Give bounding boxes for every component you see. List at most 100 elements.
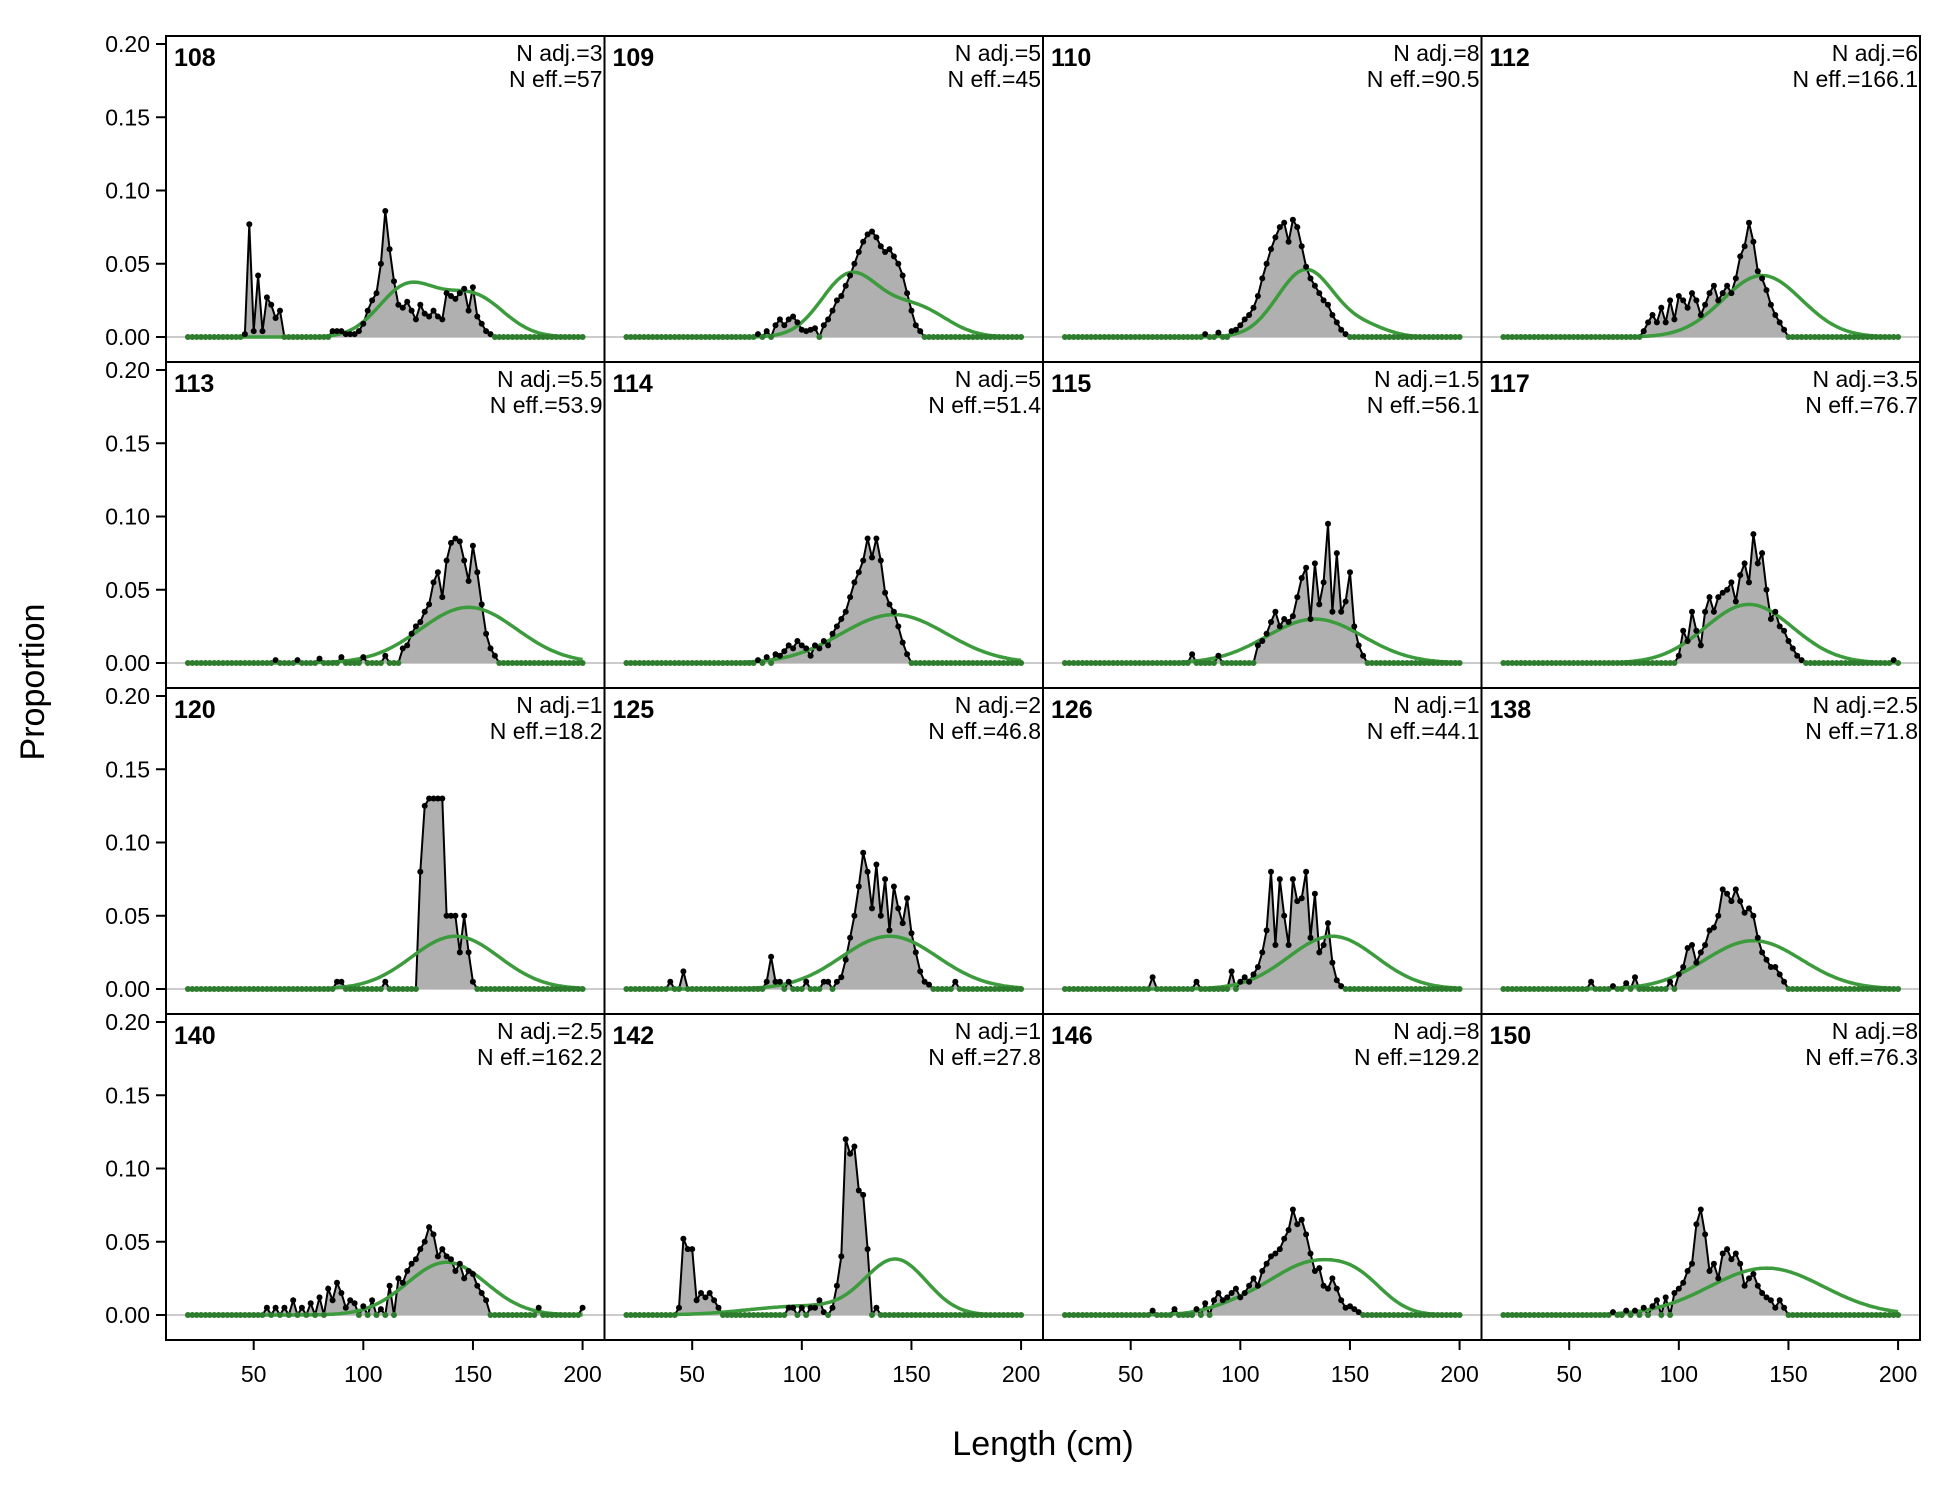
observed-point <box>1557 1312 1564 1318</box>
observed-point <box>1706 594 1713 601</box>
observed-point <box>930 986 937 992</box>
observed-point <box>1579 986 1586 992</box>
observed-point <box>1430 986 1437 992</box>
observed-point <box>1364 660 1371 666</box>
observed-point <box>1303 263 1310 270</box>
observed-point <box>1798 986 1805 992</box>
observed-point <box>483 328 490 335</box>
observed-point <box>658 986 665 992</box>
observed-point <box>377 260 384 267</box>
observed-point <box>1180 334 1187 340</box>
observed-point <box>1425 986 1432 992</box>
observed-point <box>1083 334 1090 340</box>
observed-point <box>1009 1312 1016 1318</box>
observed-point <box>334 1279 340 1286</box>
observed-point <box>1000 1312 1007 1318</box>
observed-point <box>776 978 783 985</box>
observed-point <box>220 660 226 666</box>
observed-point <box>1171 660 1178 666</box>
observed-point <box>763 1312 770 1318</box>
observed-point <box>395 301 402 308</box>
observed-point <box>1250 971 1257 978</box>
x-tick-label: 100 <box>344 1361 382 1387</box>
observed-point <box>1759 949 1766 956</box>
observed-point <box>1263 927 1270 934</box>
observed-point <box>1368 660 1375 666</box>
x-tick-label: 150 <box>454 1361 492 1387</box>
observed-point <box>1824 986 1831 992</box>
observed-point <box>1197 986 1204 992</box>
observed-point <box>741 334 748 340</box>
observed-point <box>1395 334 1402 340</box>
observed-point <box>1189 651 1196 658</box>
observed-point <box>215 986 222 992</box>
observed-point <box>303 1312 310 1318</box>
observed-line <box>187 797 583 990</box>
observed-point <box>1425 1312 1432 1318</box>
observed-point <box>579 1304 586 1311</box>
observed-point <box>1785 638 1792 644</box>
observed-point <box>1206 660 1213 666</box>
observed-point <box>303 334 310 340</box>
observed-point <box>1013 660 1020 666</box>
observed-point <box>404 298 411 305</box>
observed-point <box>1864 334 1871 340</box>
observed-point <box>272 1304 279 1311</box>
observed-point <box>1114 660 1121 666</box>
observed-point <box>790 313 797 320</box>
observed-point <box>1390 334 1397 340</box>
observed-point <box>1636 660 1643 666</box>
observed-point <box>1627 986 1634 992</box>
observed-point <box>877 243 884 250</box>
observed-point <box>487 331 494 338</box>
observed-point <box>1531 1312 1538 1318</box>
observed-point <box>961 660 968 666</box>
observed-point <box>623 334 630 340</box>
observed-point <box>741 986 748 992</box>
observed-point <box>1693 959 1700 966</box>
observed-point <box>347 331 354 338</box>
x-tick-label: 150 <box>892 1361 930 1387</box>
observed-point <box>1601 334 1608 340</box>
observed-point <box>220 1312 226 1318</box>
observed-point <box>1728 290 1735 297</box>
observed-point <box>755 986 761 992</box>
n-eff-label: N eff.=57 <box>509 66 603 92</box>
observed-point <box>961 1312 968 1318</box>
y-tick-label: 0.05 <box>105 251 150 277</box>
observed-point <box>1754 1282 1761 1289</box>
observed-point <box>1684 304 1691 311</box>
observed-point <box>1320 297 1327 304</box>
observed-point <box>1132 986 1139 992</box>
observed-point <box>364 986 371 992</box>
observed-point <box>1750 1271 1757 1277</box>
observed-point <box>1206 986 1213 992</box>
observed-point <box>1741 243 1748 250</box>
observed-point <box>676 334 682 340</box>
observed-point <box>886 1312 893 1318</box>
observed-point <box>1355 1309 1362 1316</box>
observed-point <box>1675 1285 1682 1292</box>
panel-140: 140 N adj.=2.5N eff.=162.2 <box>165 1013 606 1341</box>
observed-point <box>369 1297 376 1304</box>
observed-point <box>1004 986 1011 992</box>
observed-point <box>1557 986 1564 992</box>
observed-point <box>1154 334 1160 340</box>
observed-point <box>1737 572 1744 579</box>
observed-point <box>430 307 437 314</box>
observed-point <box>1579 1312 1586 1318</box>
observed-point <box>1149 660 1156 666</box>
observed-point <box>1684 945 1691 951</box>
observed-point <box>772 978 779 985</box>
observed-point <box>1763 287 1770 294</box>
observed-point <box>1013 334 1020 340</box>
observed-point <box>290 1297 297 1304</box>
observed-point <box>1066 986 1073 992</box>
observed-point <box>342 986 349 992</box>
observed-point <box>1680 964 1687 970</box>
observed-point <box>1105 1312 1112 1318</box>
observed-point <box>386 1282 393 1289</box>
observed-point <box>540 660 547 666</box>
observed-point <box>768 660 775 666</box>
observed-point <box>373 1312 380 1318</box>
